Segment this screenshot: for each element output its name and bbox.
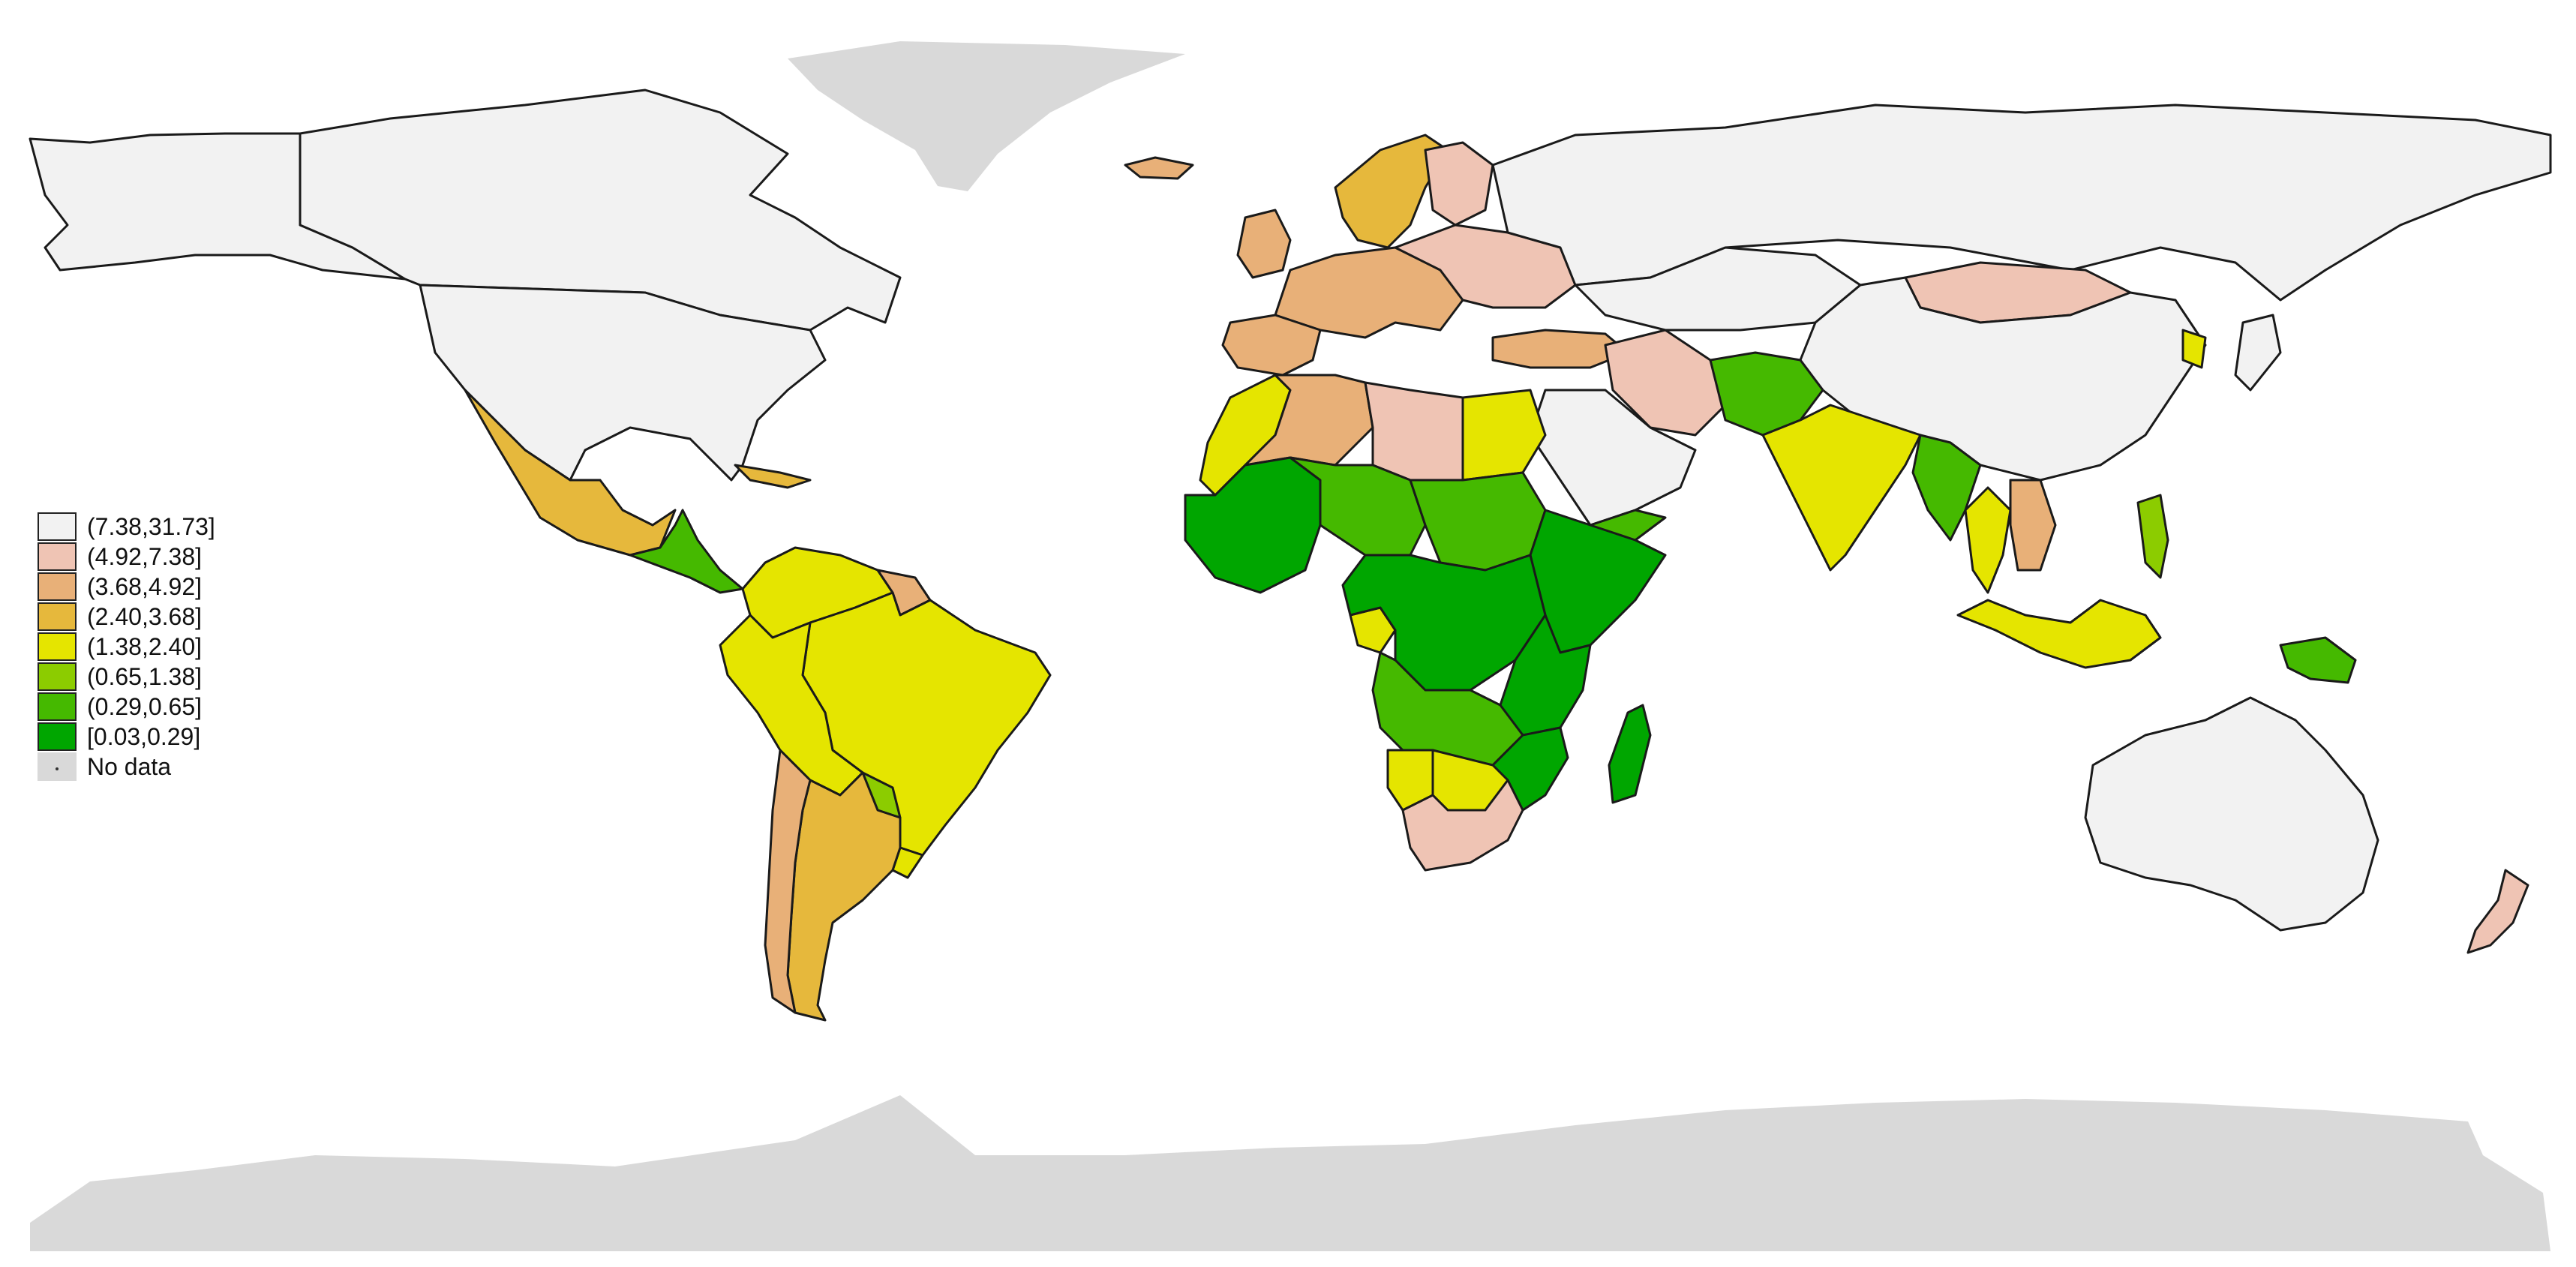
region-india[interactable] bbox=[1761, 404, 1922, 572]
legend-row: (4.92,7.38] bbox=[38, 542, 215, 572]
legend-label: (4.92,7.38] bbox=[87, 543, 202, 570]
region-chile[interactable] bbox=[764, 749, 812, 1014]
region-egypt[interactable] bbox=[1461, 389, 1547, 482]
legend-label: [0.03,0.29] bbox=[87, 723, 201, 750]
legend-label: (7.38,31.73] bbox=[87, 513, 215, 540]
legend-swatch bbox=[38, 572, 77, 601]
greenland bbox=[788, 41, 1185, 191]
legend-label: (0.29,0.65] bbox=[87, 693, 202, 720]
region-afghanistan-pakistan[interactable] bbox=[1709, 351, 1824, 437]
antarctica bbox=[30, 1095, 2550, 1251]
region-korea[interactable] bbox=[2181, 329, 2207, 369]
region-south-africa[interactable] bbox=[1401, 779, 1524, 872]
region-iran[interactable] bbox=[1604, 329, 1727, 437]
legend-swatch bbox=[38, 602, 77, 631]
legend-row: (2.40,3.68] bbox=[38, 602, 215, 632]
legend-row: (0.29,0.65] bbox=[38, 692, 215, 722]
legend-swatch bbox=[38, 662, 77, 691]
map-legend: (7.38,31.73] (4.92,7.38] (3.68,4.92] (2.… bbox=[38, 512, 215, 782]
legend-swatch-no-data bbox=[38, 752, 77, 781]
region-caribbean[interactable] bbox=[734, 464, 812, 489]
region-libya[interactable] bbox=[1364, 381, 1464, 482]
region-scandinavia[interactable] bbox=[1334, 134, 1449, 249]
legend-row: (3.68,4.92] bbox=[38, 572, 215, 602]
region-alaska[interactable] bbox=[29, 132, 407, 281]
region-sahel[interactable] bbox=[1289, 456, 1427, 557]
region-finland[interactable] bbox=[1424, 141, 1494, 227]
region-bangladesh-myanmar[interactable] bbox=[1911, 434, 1982, 542]
region-sudan[interactable] bbox=[1409, 471, 1547, 572]
legend-label: (0.65,1.38] bbox=[87, 663, 202, 690]
legend-row: (1.38,2.40] bbox=[38, 632, 215, 662]
legend-swatch bbox=[38, 722, 77, 751]
region-indochina[interactable] bbox=[2009, 479, 2057, 572]
legend-swatch bbox=[38, 632, 77, 661]
region-thailand[interactable] bbox=[1964, 486, 2012, 594]
region-japan[interactable] bbox=[2234, 314, 2282, 392]
legend-label: (1.38,2.40] bbox=[87, 633, 202, 660]
region-australia[interactable] bbox=[2084, 696, 2379, 932]
legend-swatch bbox=[38, 542, 77, 571]
region-eastern-europe[interactable] bbox=[1394, 224, 1577, 309]
region-malaysia-indonesia[interactable] bbox=[1956, 599, 2162, 669]
legend-label: (2.40,3.68] bbox=[87, 603, 202, 630]
legend-row: (0.65,1.38] bbox=[38, 662, 215, 692]
region-uk[interactable] bbox=[1236, 209, 1292, 279]
legend-swatch bbox=[38, 692, 77, 721]
region-png[interactable] bbox=[2279, 636, 2357, 684]
region-iberia[interactable] bbox=[1221, 314, 1322, 377]
region-mexico[interactable] bbox=[464, 389, 677, 557]
region-iceland[interactable] bbox=[1124, 156, 1194, 180]
legend-row-no-data: No data bbox=[38, 752, 215, 782]
legend-label-no-data: No data bbox=[87, 753, 172, 780]
region-philippines[interactable] bbox=[2136, 494, 2169, 579]
region-canada[interactable] bbox=[299, 89, 902, 332]
region-arabia[interactable] bbox=[1529, 389, 1697, 527]
region-new-zealand[interactable] bbox=[2466, 869, 2529, 954]
legend-row: [0.03,0.29] bbox=[38, 722, 215, 752]
legend-swatch bbox=[38, 512, 77, 541]
region-central-america[interactable] bbox=[629, 509, 744, 594]
legend-row: (7.38,31.73] bbox=[38, 512, 215, 542]
region-madagascar[interactable] bbox=[1608, 704, 1652, 804]
legend-label: (3.68,4.92] bbox=[87, 573, 202, 600]
